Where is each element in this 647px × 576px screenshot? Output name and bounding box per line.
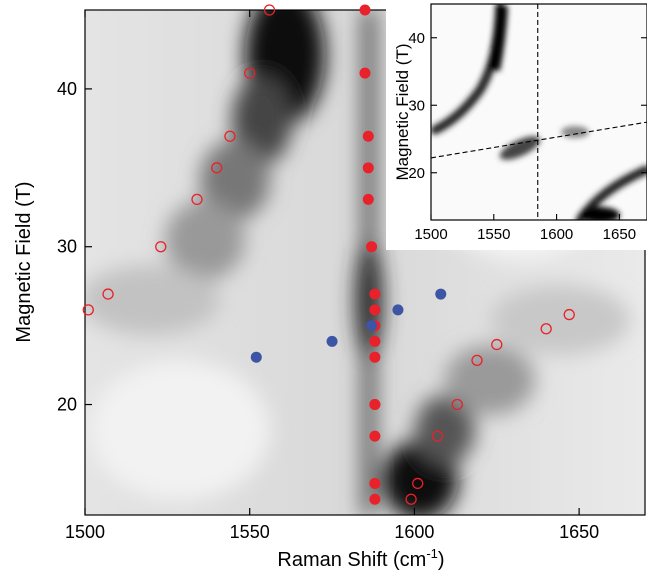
inset-x-tick-label: 1650	[603, 226, 636, 243]
filled-red-point	[369, 430, 381, 442]
open-red-point	[263, 4, 276, 16]
filled-red-point	[369, 288, 381, 300]
inset-x-tick-label: 1500	[414, 226, 447, 243]
inset-y-tick-label: 20	[408, 165, 425, 182]
filled-red-point	[362, 162, 374, 174]
open-red-point	[563, 308, 575, 321]
filled-red-point	[359, 4, 371, 16]
filled-blue-point	[326, 335, 338, 347]
inset-sloped-dashed-line	[430, 121, 647, 159]
open-red-point	[540, 323, 552, 335]
open-red-point	[155, 241, 167, 253]
filled-red-point	[369, 477, 381, 489]
filled-red-point	[362, 130, 374, 142]
inset-x-tick-label: 1550	[477, 226, 510, 243]
main-x-tick-label: 1500	[65, 522, 105, 542]
inset-x-tick-label: 1600	[540, 226, 573, 243]
inset-heatmap	[431, 4, 647, 220]
open-red-point	[191, 193, 203, 206]
filled-red-point	[359, 67, 371, 79]
open-red-point	[82, 304, 94, 316]
open-red-point	[102, 288, 114, 300]
inset-y-tick-label: 30	[408, 97, 425, 114]
inset-x-axis: 1500 1550 1600 1650	[414, 214, 636, 243]
filled-red-point	[369, 493, 381, 505]
open-red-point	[471, 354, 483, 366]
open-red-point	[224, 130, 236, 142]
main-y-axis-label: Magnetic Field (T)	[13, 181, 35, 342]
filled-blue-point	[392, 304, 404, 316]
main-y-axis: 20 30 40	[57, 79, 92, 415]
inset-dashed-lines	[430, 4, 647, 220]
open-red-point	[405, 493, 417, 505]
filled-red-point	[362, 193, 374, 205]
open-red-point	[491, 338, 503, 351]
inset-y-axis: 20 30 40	[408, 30, 647, 182]
inset-chart: 1500 1550 1600 1650 20 30 40 Magnetic Field (…	[386, 0, 647, 250]
open-red-point	[244, 67, 256, 79]
filled-red-point	[369, 335, 381, 347]
main-data-points	[82, 4, 575, 505]
open-red-point	[412, 477, 424, 490]
filled-blue-point	[435, 288, 447, 300]
main-y-tick-label: 30	[57, 237, 77, 257]
filled-red-point	[369, 304, 381, 316]
inset-y-tick-label: 40	[408, 30, 425, 47]
main-x-axis-label: Raman Shift (cm-1)	[277, 546, 444, 571]
main-x-tick-label: 1600	[394, 522, 434, 542]
open-red-point	[451, 398, 463, 411]
main-y-tick-label: 20	[57, 395, 77, 415]
main-x-tick-label: 1550	[230, 522, 270, 542]
filled-blue-point	[250, 351, 262, 363]
main-x-axis: 1500 1550 1600 1650	[65, 10, 599, 542]
inset-y-axis-label: Magnetic Field (T)	[393, 44, 412, 181]
main-y-tick-label: 40	[57, 79, 77, 99]
open-red-point	[211, 162, 223, 174]
filled-red-point	[369, 399, 381, 411]
open-red-point	[431, 430, 444, 442]
main-x-tick-label: 1650	[559, 522, 599, 542]
filled-red-point	[369, 351, 381, 363]
filled-red-point	[366, 241, 378, 253]
inset-plot-frame	[430, 3, 647, 221]
filled-blue-point	[366, 320, 378, 332]
